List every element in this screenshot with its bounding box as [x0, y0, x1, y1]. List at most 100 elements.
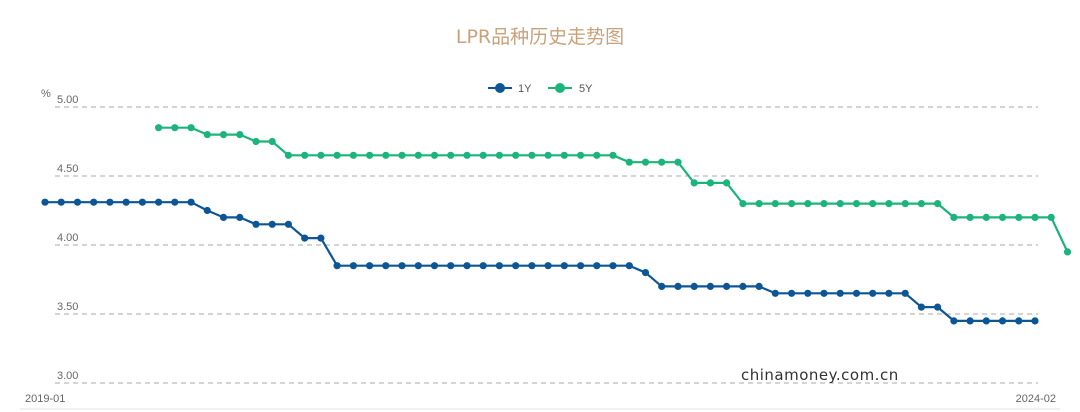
- data-point-1y[interactable]: [836, 289, 844, 297]
- data-point-1y[interactable]: [625, 262, 633, 270]
- data-point-1y[interactable]: [512, 262, 520, 270]
- data-point-5y[interactable]: [333, 151, 341, 159]
- data-point-5y[interactable]: [560, 151, 568, 159]
- data-point-5y[interactable]: [414, 151, 422, 159]
- data-point-1y[interactable]: [950, 317, 958, 325]
- data-point-5y[interactable]: [982, 213, 990, 221]
- data-point-5y[interactable]: [706, 179, 715, 187]
- data-point-5y[interactable]: [852, 200, 861, 208]
- data-point-1y[interactable]: [901, 289, 909, 297]
- data-point-5y[interactable]: [479, 151, 487, 159]
- data-point-1y[interactable]: [447, 262, 455, 270]
- data-point-1y[interactable]: [641, 269, 650, 277]
- data-point-1y[interactable]: [236, 213, 244, 221]
- data-point-1y[interactable]: [609, 262, 617, 270]
- data-point-5y[interactable]: [544, 151, 552, 159]
- data-point-5y[interactable]: [155, 124, 163, 132]
- data-point-1y[interactable]: [934, 303, 942, 311]
- data-point-5y[interactable]: [284, 151, 292, 159]
- data-point-5y[interactable]: [950, 213, 958, 221]
- data-point-5y[interactable]: [771, 200, 779, 208]
- data-point-5y[interactable]: [917, 200, 926, 208]
- data-point-5y[interactable]: [625, 158, 633, 166]
- data-point-5y[interactable]: [398, 151, 406, 159]
- data-point-1y[interactable]: [463, 262, 471, 270]
- data-point-5y[interactable]: [187, 124, 195, 132]
- data-point-5y[interactable]: [593, 151, 601, 159]
- data-point-5y[interactable]: [463, 151, 471, 159]
- data-point-1y[interactable]: [804, 289, 812, 297]
- data-point-1y[interactable]: [187, 198, 195, 206]
- data-point-1y[interactable]: [382, 262, 390, 270]
- data-point-1y[interactable]: [966, 317, 974, 325]
- data-point-1y[interactable]: [171, 198, 179, 206]
- data-point-1y[interactable]: [284, 220, 292, 228]
- data-point-5y[interactable]: [690, 179, 698, 187]
- data-point-1y[interactable]: [982, 317, 990, 325]
- data-point-1y[interactable]: [852, 289, 861, 297]
- data-point-1y[interactable]: [755, 282, 763, 290]
- data-point-5y[interactable]: [609, 151, 617, 159]
- data-point-5y[interactable]: [1015, 213, 1023, 221]
- data-point-5y[interactable]: [1063, 248, 1072, 256]
- data-point-1y[interactable]: [414, 262, 422, 270]
- data-point-5y[interactable]: [219, 131, 228, 139]
- data-point-1y[interactable]: [885, 289, 893, 297]
- data-point-5y[interactable]: [252, 137, 260, 146]
- data-point-5y[interactable]: [171, 124, 179, 132]
- data-point-5y[interactable]: [268, 137, 276, 146]
- data-point-1y[interactable]: [317, 234, 325, 242]
- data-point-5y[interactable]: [739, 200, 747, 208]
- data-point-5y[interactable]: [447, 151, 455, 159]
- data-point-1y[interactable]: [869, 289, 877, 297]
- data-point-1y[interactable]: [544, 262, 552, 270]
- data-point-5y[interactable]: [528, 151, 536, 159]
- data-point-5y[interactable]: [755, 200, 763, 208]
- data-point-5y[interactable]: [366, 151, 374, 159]
- data-point-5y[interactable]: [1031, 213, 1039, 221]
- data-point-1y[interactable]: [528, 262, 536, 270]
- data-point-5y[interactable]: [836, 200, 844, 208]
- data-point-5y[interactable]: [236, 131, 244, 139]
- data-point-5y[interactable]: [203, 131, 211, 139]
- data-point-1y[interactable]: [658, 282, 666, 290]
- data-point-5y[interactable]: [934, 200, 942, 208]
- data-point-1y[interactable]: [155, 198, 163, 206]
- data-point-1y[interactable]: [73, 198, 82, 206]
- data-point-1y[interactable]: [917, 303, 926, 311]
- data-point-5y[interactable]: [658, 158, 666, 166]
- data-point-1y[interactable]: [674, 282, 682, 290]
- data-point-5y[interactable]: [885, 200, 893, 208]
- data-point-1y[interactable]: [301, 234, 309, 242]
- data-point-1y[interactable]: [138, 198, 146, 206]
- data-point-5y[interactable]: [788, 200, 796, 208]
- data-point-1y[interactable]: [577, 262, 585, 270]
- data-point-1y[interactable]: [57, 198, 65, 206]
- data-point-5y[interactable]: [820, 200, 828, 208]
- data-point-1y[interactable]: [106, 198, 114, 206]
- data-point-1y[interactable]: [706, 282, 715, 290]
- legend-item-1y[interactable]: 1Y: [488, 83, 532, 95]
- data-point-5y[interactable]: [301, 151, 309, 159]
- data-point-1y[interactable]: [398, 262, 406, 270]
- data-point-1y[interactable]: [495, 262, 503, 270]
- data-point-1y[interactable]: [349, 262, 357, 270]
- data-point-5y[interactable]: [998, 213, 1007, 221]
- data-point-1y[interactable]: [560, 262, 568, 270]
- data-point-1y[interactable]: [203, 206, 211, 215]
- data-point-1y[interactable]: [593, 262, 601, 270]
- data-point-1y[interactable]: [430, 262, 439, 270]
- data-point-1y[interactable]: [1015, 317, 1023, 325]
- data-point-1y[interactable]: [90, 198, 98, 206]
- data-point-5y[interactable]: [495, 151, 503, 159]
- data-point-5y[interactable]: [804, 200, 812, 208]
- data-point-1y[interactable]: [739, 282, 747, 290]
- data-point-1y[interactable]: [479, 262, 487, 270]
- legend[interactable]: 1Y 5Y: [488, 83, 593, 95]
- data-point-5y[interactable]: [869, 200, 877, 208]
- data-point-5y[interactable]: [966, 213, 974, 221]
- data-point-5y[interactable]: [723, 179, 731, 187]
- data-point-1y[interactable]: [333, 262, 341, 270]
- data-point-5y[interactable]: [1047, 213, 1055, 221]
- data-point-1y[interactable]: [788, 289, 796, 297]
